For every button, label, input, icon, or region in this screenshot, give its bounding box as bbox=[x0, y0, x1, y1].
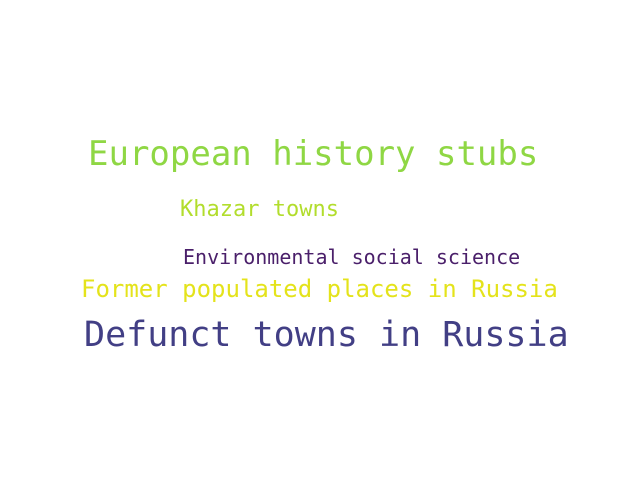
word-defunct-towns-in-russia: Defunct towns in Russia bbox=[84, 315, 569, 355]
word-environmental-social-science: Environmental social science bbox=[183, 245, 521, 269]
word-khazar-towns: Khazar towns bbox=[180, 197, 339, 222]
word-european-history-stubs: European history stubs bbox=[88, 134, 539, 174]
word-former-populated-places-in-russia: Former populated places in Russia bbox=[81, 275, 558, 303]
